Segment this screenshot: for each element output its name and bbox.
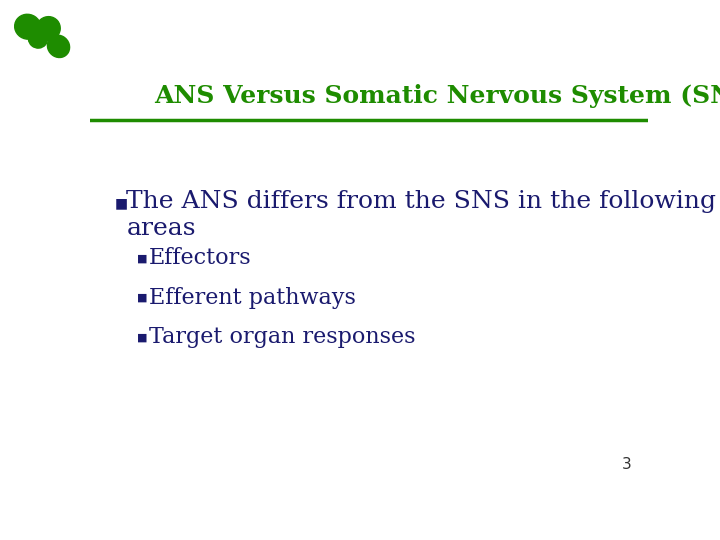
Text: ■: ■ <box>138 293 148 302</box>
Text: ANS Versus Somatic Nervous System (SNS): ANS Versus Somatic Nervous System (SNS) <box>154 84 720 109</box>
Text: Target organ responses: Target organ responses <box>148 326 415 348</box>
Text: ■: ■ <box>115 196 128 210</box>
Ellipse shape <box>28 29 48 48</box>
Text: The ANS differs from the SNS in the following three: The ANS differs from the SNS in the foll… <box>126 190 720 213</box>
Text: areas: areas <box>126 217 196 240</box>
Text: 3: 3 <box>621 457 631 472</box>
Text: ■: ■ <box>138 332 148 342</box>
Text: Effectors: Effectors <box>148 247 251 269</box>
Ellipse shape <box>36 17 60 40</box>
Ellipse shape <box>14 14 41 39</box>
Text: ■: ■ <box>138 253 148 263</box>
Ellipse shape <box>48 35 70 57</box>
Text: Efferent pathways: Efferent pathways <box>148 287 356 309</box>
